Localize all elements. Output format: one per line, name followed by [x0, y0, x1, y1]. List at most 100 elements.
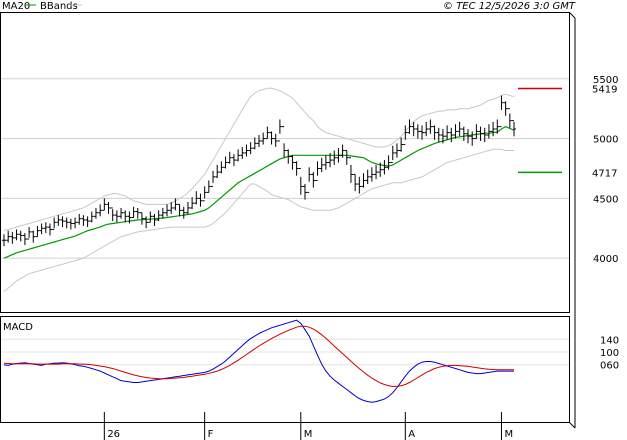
axis-corner-bottom	[569, 422, 576, 429]
legend-bbands: BBands	[40, 1, 78, 12]
ohlc-bar	[453, 124, 458, 139]
ohlc-bar	[215, 164, 220, 179]
ohlc-bar	[35, 225, 40, 238]
ohlc-bar	[185, 201, 190, 214]
bbands-layer	[3, 87, 515, 293]
ohlc-bar	[257, 134, 261, 147]
ohlc-bar	[290, 155, 295, 170]
ohlc-bar	[219, 161, 224, 174]
ohlc-bar	[139, 212, 144, 225]
ohlc-bar	[177, 203, 182, 217]
ohlc-bar	[6, 230, 11, 243]
ohlc-bar	[394, 143, 399, 158]
ohlc-bar	[415, 124, 420, 139]
ohlc-bar	[123, 210, 128, 223]
ohlc-bar	[428, 119, 433, 134]
ohlc-bar	[156, 210, 161, 222]
ohlc-bar	[369, 167, 374, 182]
ohlc-bar	[286, 149, 291, 164]
macd-gridlines	[1, 338, 569, 366]
ohlc-bar	[478, 126, 483, 141]
ohlc-bar	[248, 142, 253, 155]
support-level-label: 4717	[592, 168, 617, 179]
price-y-tick-label: 5000	[593, 135, 618, 146]
ohlc-bar	[202, 186, 207, 202]
ma20-layer	[3, 125, 515, 259]
copyright-text: © TEC 12/5/2026 3:0 GMT	[443, 1, 576, 12]
ohlc-bar	[144, 216, 149, 229]
ohlc-bar	[60, 216, 65, 228]
ohlc-bar	[127, 211, 132, 224]
ohlc-bar	[81, 215, 86, 226]
ohlc-bar	[411, 121, 416, 137]
macd-line	[3, 319, 514, 403]
ohlc-bar	[43, 222, 48, 234]
ohlc-bar	[315, 161, 320, 181]
ohlc-bar	[223, 156, 228, 169]
ohlc-bar	[181, 206, 186, 219]
ohlc-bar	[269, 131, 274, 145]
bbands-lower-line	[3, 148, 514, 293]
ohlc-bar	[39, 223, 44, 235]
ohlc-bar	[499, 95, 504, 128]
axis-corner	[569, 12, 576, 19]
macd-lines	[3, 319, 514, 403]
ohlc-bar	[31, 230, 36, 243]
ohlc-bar	[173, 198, 178, 211]
price-y-tick-labels: 4000 4500 5000 5500	[593, 75, 618, 265]
ohlc-bar	[382, 160, 387, 175]
ohlc-bar	[252, 137, 257, 150]
ohlc-bar	[466, 129, 471, 144]
ohlc-bar	[194, 191, 199, 205]
ohlc-bar	[2, 234, 6, 247]
ohlc-bar	[56, 215, 61, 226]
ohlc-bar	[265, 126, 270, 140]
ohlc-bar	[361, 173, 366, 188]
ohlc-bar	[98, 204, 103, 217]
legend-ma20: MA20	[2, 1, 30, 12]
ohlc-bar	[106, 201, 111, 214]
ohlc-bar	[365, 169, 370, 185]
ohlc-bar	[353, 173, 358, 192]
ohlc-bar	[298, 167, 303, 195]
ohlc-bar	[282, 126, 287, 158]
ohlc-bar	[73, 217, 78, 229]
ma20-line	[3, 125, 515, 259]
ohlc-bar	[85, 216, 90, 228]
price-y-tick-label: 4500	[593, 194, 618, 205]
ohlc-bar	[227, 151, 232, 164]
ohlc-bar	[294, 161, 299, 176]
ohlc-bar	[277, 119, 282, 142]
ohlc-bar	[386, 155, 391, 170]
ohlc-bar	[236, 149, 241, 162]
ohlc-bar	[491, 121, 496, 137]
ohlc-bar	[165, 204, 170, 217]
ohlc-bar	[470, 131, 475, 146]
ohlc-bar	[378, 162, 383, 177]
ohlc-bar	[119, 207, 124, 219]
ohlc-bar	[474, 124, 479, 140]
ohlc-bar	[52, 217, 57, 230]
ohlc-bar	[261, 132, 266, 145]
ohlc-bar	[102, 198, 107, 211]
macd-title: MACD	[3, 322, 33, 333]
ohlc-bar	[148, 211, 153, 223]
macd-y-tick-label: 060	[600, 361, 619, 372]
ohlc-bar	[18, 230, 23, 242]
ohlc-bar	[22, 233, 27, 246]
ohlc-bar	[47, 223, 52, 236]
ohlc-bar	[231, 154, 236, 167]
ohlc-bar	[432, 125, 437, 140]
ohlc-bar	[131, 206, 136, 219]
price-y-tick-label: 5500	[593, 75, 618, 86]
ohlc-bar	[64, 217, 69, 229]
x-tick-label: 26	[107, 429, 120, 440]
price-y-tick-label: 4000	[593, 254, 618, 265]
ohlc-bar	[403, 125, 408, 146]
ohlc-bar	[407, 119, 412, 134]
ohlc-bar	[332, 150, 337, 165]
ohlc-bar	[344, 150, 349, 165]
ohlc-bar	[190, 197, 195, 210]
ohlc-bar	[169, 201, 174, 214]
